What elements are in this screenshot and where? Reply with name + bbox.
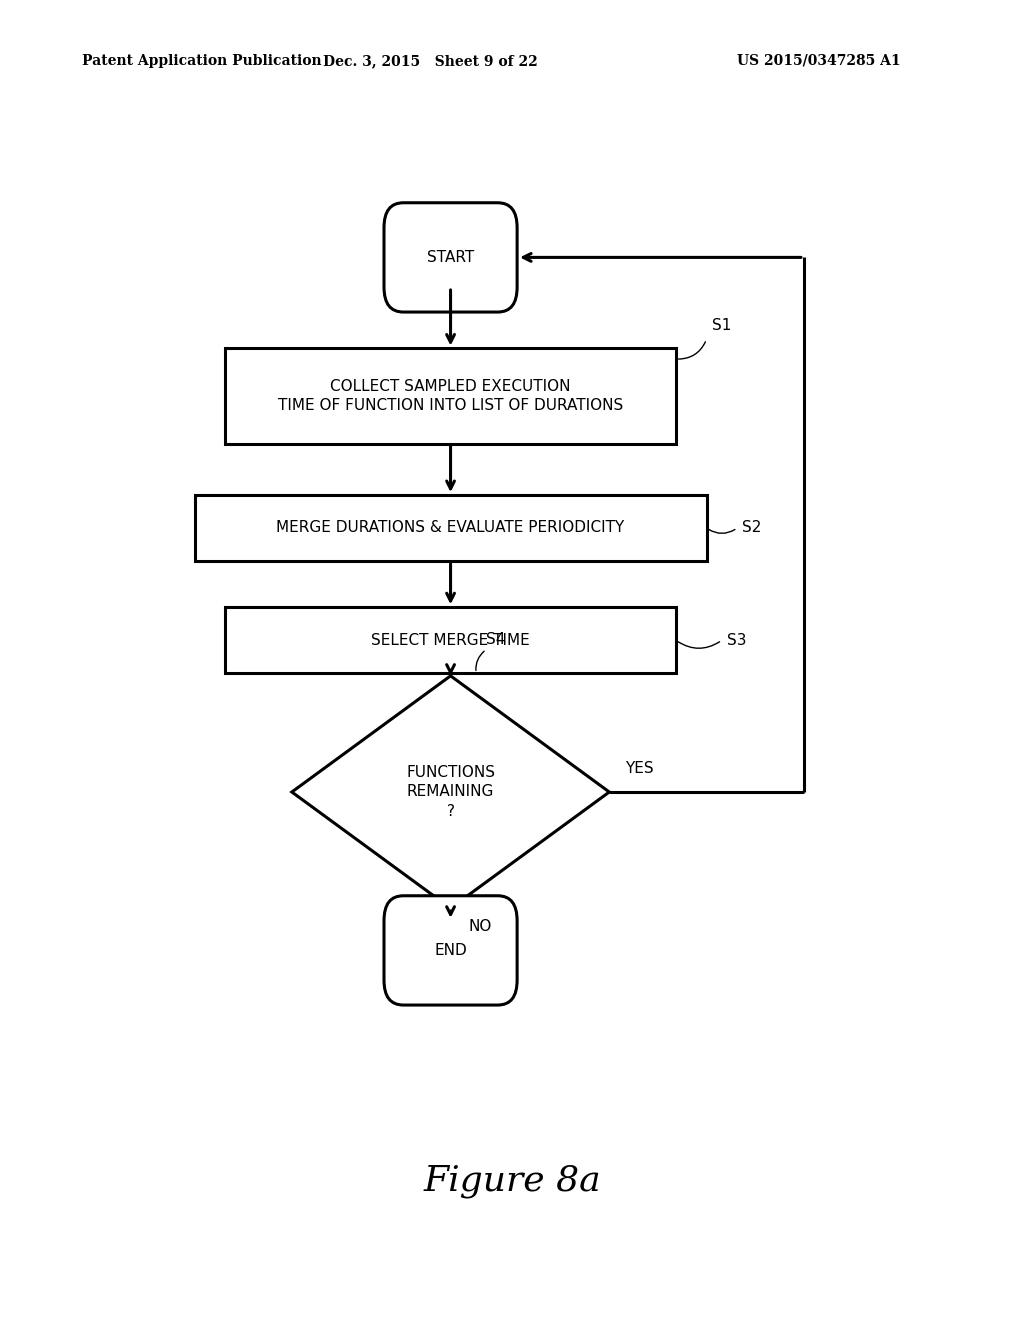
Text: Dec. 3, 2015   Sheet 9 of 22: Dec. 3, 2015 Sheet 9 of 22 — [323, 54, 538, 67]
FancyBboxPatch shape — [384, 203, 517, 312]
Text: YES: YES — [625, 760, 653, 776]
Text: MERGE DURATIONS & EVALUATE PERIODICITY: MERGE DURATIONS & EVALUATE PERIODICITY — [276, 520, 625, 536]
Bar — [225, 607, 676, 673]
Text: Patent Application Publication: Patent Application Publication — [82, 54, 322, 67]
Text: Figure 8a: Figure 8a — [423, 1164, 601, 1199]
Text: S3: S3 — [727, 632, 746, 648]
Text: COLLECT SAMPLED EXECUTION
TIME OF FUNCTION INTO LIST OF DURATIONS: COLLECT SAMPLED EXECUTION TIME OF FUNCTI… — [278, 379, 624, 413]
Bar — [195, 495, 707, 561]
Text: S1: S1 — [712, 318, 731, 333]
Text: START: START — [427, 249, 474, 265]
Text: S4: S4 — [486, 632, 506, 647]
Bar — [225, 348, 676, 444]
Text: FUNCTIONS
REMAINING
?: FUNCTIONS REMAINING ? — [407, 764, 495, 820]
Text: END: END — [434, 942, 467, 958]
FancyBboxPatch shape — [384, 896, 517, 1005]
Polygon shape — [292, 676, 609, 908]
Text: S2: S2 — [742, 520, 762, 536]
Text: NO: NO — [469, 919, 493, 933]
Text: SELECT MERGE TIME: SELECT MERGE TIME — [371, 632, 530, 648]
Text: US 2015/0347285 A1: US 2015/0347285 A1 — [737, 54, 901, 67]
